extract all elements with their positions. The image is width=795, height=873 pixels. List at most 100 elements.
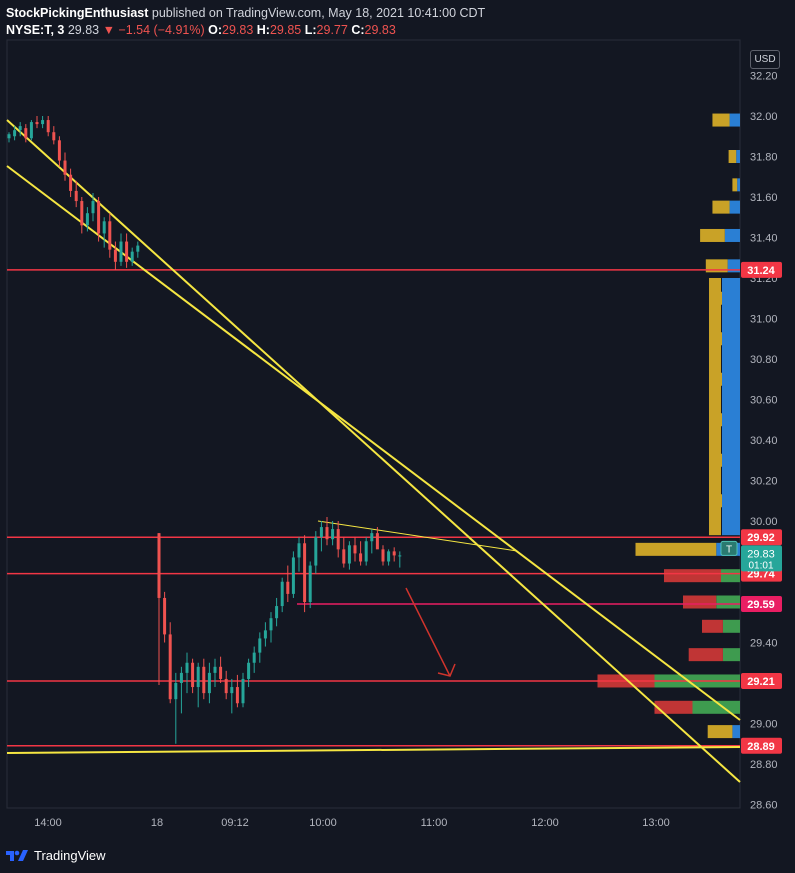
volume-profile-bar bbox=[732, 178, 738, 192]
price-level-tag-label: 29.21 bbox=[747, 676, 775, 688]
volume-profile-bar bbox=[683, 595, 717, 609]
candle-body bbox=[269, 618, 273, 631]
candle-body bbox=[303, 543, 307, 602]
publish-info: published on TradingView.com, May 18, 20… bbox=[151, 6, 486, 20]
candle-body bbox=[125, 241, 129, 262]
candle-body bbox=[252, 652, 256, 663]
footer-brand[interactable]: TradingView bbox=[6, 845, 106, 865]
volume-profile-bar bbox=[732, 725, 740, 739]
candle-body bbox=[342, 549, 346, 564]
price-level-tag bbox=[741, 672, 782, 689]
candle-body bbox=[364, 541, 368, 562]
candle-body bbox=[387, 551, 391, 562]
candle-body bbox=[102, 221, 106, 234]
publish-line: StockPickingEnthusiast published on Trad… bbox=[6, 5, 786, 22]
volume-profile-bar bbox=[705, 259, 728, 273]
x-tick-label: 18 bbox=[151, 817, 163, 829]
candle-body bbox=[85, 213, 89, 226]
high-label: H: bbox=[256, 23, 270, 37]
y-tick-label: 28.60 bbox=[750, 800, 778, 812]
volume-profile-bar bbox=[654, 700, 693, 714]
candle-body bbox=[163, 597, 167, 635]
projection-arrow bbox=[405, 587, 451, 677]
candle-body bbox=[275, 606, 279, 619]
volume-profile-bar bbox=[737, 178, 740, 192]
candle-body bbox=[375, 533, 379, 550]
candle-body bbox=[219, 666, 223, 679]
candle-body bbox=[113, 249, 117, 262]
candle-body bbox=[136, 245, 140, 252]
candle-body bbox=[35, 122, 39, 125]
volume-profile-bar bbox=[635, 542, 717, 556]
y-tick-label: 30.40 bbox=[750, 435, 778, 447]
candle-body bbox=[325, 527, 329, 540]
candle-body bbox=[69, 174, 73, 191]
candle-body bbox=[353, 545, 357, 554]
price-level-tag-label: 29.59 bbox=[747, 599, 775, 611]
price-level-tag-label: 31.24 bbox=[747, 265, 775, 277]
y-tick-label: 29.00 bbox=[750, 719, 778, 731]
y-tick-label: 30.60 bbox=[750, 395, 778, 407]
candle-body bbox=[7, 134, 11, 139]
x-tick-label: 11:00 bbox=[421, 817, 448, 829]
volume-profile-bar bbox=[727, 259, 740, 273]
candle-body bbox=[263, 630, 267, 639]
y-tick-label: 28.80 bbox=[750, 759, 778, 771]
close-label: C: bbox=[351, 23, 365, 37]
current-price-tag bbox=[741, 545, 782, 572]
low-label: L: bbox=[304, 23, 317, 37]
candle-body bbox=[314, 537, 318, 566]
volume-profile-bar bbox=[722, 619, 740, 633]
volume-profile-bar bbox=[716, 595, 740, 609]
price-level-tag bbox=[741, 596, 782, 613]
candle-body bbox=[336, 529, 340, 550]
y-tick-label: 30.00 bbox=[750, 516, 778, 528]
candle-body bbox=[297, 543, 301, 558]
y-tick-label: 31.60 bbox=[750, 192, 778, 204]
current-price-marker-label: T bbox=[726, 544, 732, 555]
trendline-support bbox=[6, 746, 741, 754]
volume-profile-bar bbox=[688, 648, 723, 662]
candle-body bbox=[398, 555, 402, 557]
candle-body bbox=[52, 132, 56, 141]
open-label: O: bbox=[208, 23, 222, 37]
y-tick-label: 29.40 bbox=[750, 638, 778, 650]
volume-profile-bar bbox=[664, 569, 721, 583]
volume-profile-bar bbox=[736, 150, 740, 163]
candle-body bbox=[157, 533, 161, 598]
tradingview-logo-icon bbox=[6, 850, 28, 861]
candle-body bbox=[108, 221, 112, 250]
candle-body bbox=[185, 662, 189, 673]
currency-button[interactable]: USD bbox=[750, 50, 780, 69]
volume-profile-bar bbox=[721, 569, 740, 583]
volume-profile-bar bbox=[728, 150, 737, 163]
price-change: ▼ −1.54 (−4.91%) bbox=[102, 23, 205, 37]
candle-body bbox=[130, 251, 134, 262]
candle-body bbox=[286, 581, 290, 594]
trendline-upper bbox=[6, 119, 741, 783]
candle-body bbox=[13, 130, 17, 137]
volume-profile-bar bbox=[702, 619, 723, 633]
y-tick-label: 31.80 bbox=[750, 152, 778, 164]
candle-body bbox=[308, 565, 312, 602]
candle-body bbox=[57, 140, 61, 161]
candle-body bbox=[18, 126, 22, 131]
candle-body bbox=[224, 678, 228, 694]
candle-body bbox=[80, 201, 84, 226]
current-price-countdown: 01:01 bbox=[748, 560, 773, 571]
y-tick-label: 31.00 bbox=[750, 314, 778, 326]
x-tick-label: 12:00 bbox=[531, 817, 559, 829]
candle-body bbox=[168, 634, 172, 700]
high-value: 29.85 bbox=[269, 23, 302, 37]
volume-profile-bar bbox=[712, 200, 730, 214]
last-price: 29.83 bbox=[67, 23, 100, 37]
candle-body bbox=[331, 529, 335, 540]
author-name[interactable]: StockPickingEnthusiast bbox=[6, 6, 149, 20]
price-level-tag-label: 28.89 bbox=[747, 741, 775, 753]
current-price-value: 29.83 bbox=[747, 548, 775, 560]
volume-profile-bar bbox=[724, 228, 740, 242]
y-tick-label: 30.20 bbox=[750, 476, 778, 488]
price-level-tag bbox=[741, 737, 782, 754]
symbol-label[interactable]: NYSE:T, 3 bbox=[6, 23, 65, 37]
